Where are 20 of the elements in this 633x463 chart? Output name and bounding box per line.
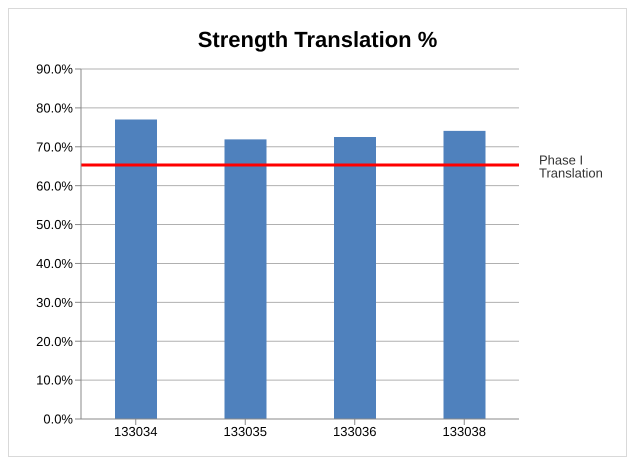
y-tick-label: 10.0%: [36, 372, 74, 388]
y-tick-label: 40.0%: [36, 256, 74, 272]
y-tick-label: 90.0%: [36, 62, 74, 77]
ref-line-label: Phase I Translation: [539, 152, 603, 180]
x-tick-label: 133034: [114, 424, 158, 440]
bar: [444, 130, 486, 419]
bar: [334, 137, 376, 419]
y-tick-label: 60.0%: [36, 178, 74, 194]
x-tick-label: 133036: [333, 424, 376, 440]
bar: [224, 139, 266, 419]
x-tick-label: 133035: [224, 424, 267, 440]
y-tick-label: 20.0%: [36, 334, 74, 349]
y-tick-label: 70.0%: [36, 139, 74, 154]
y-tick-label: 30.0%: [36, 294, 74, 310]
y-tick-label: 0.0%: [43, 412, 74, 427]
chart-title: Strength Translation %: [196, 27, 438, 54]
y-tick-label: 50.0%: [36, 217, 74, 232]
bar: [115, 120, 157, 419]
x-tick-label: 133038: [442, 424, 486, 440]
y-tick-label: 80.0%: [36, 100, 74, 116]
